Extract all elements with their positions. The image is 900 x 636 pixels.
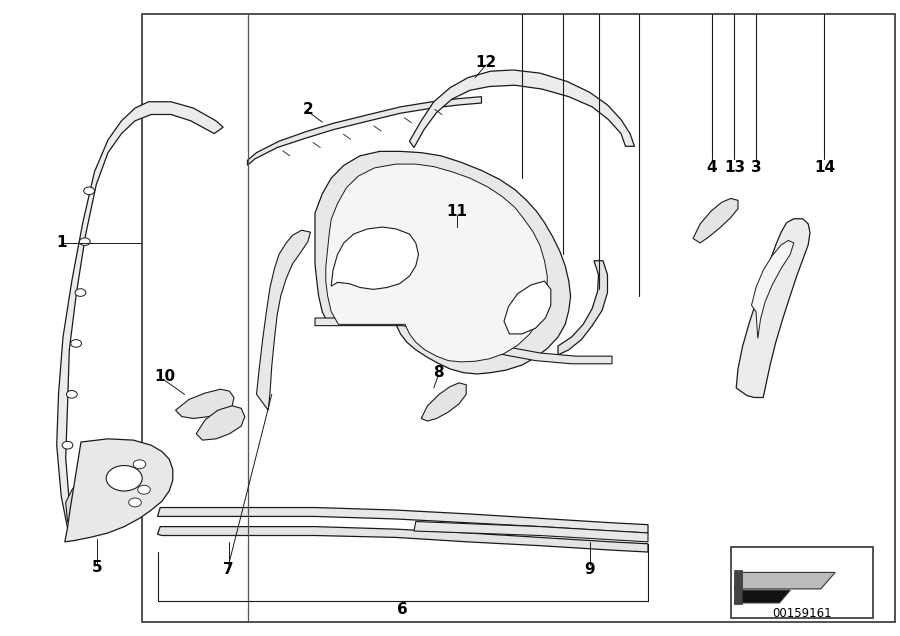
Bar bbox=[731, 547, 873, 618]
Circle shape bbox=[138, 485, 150, 494]
Polygon shape bbox=[196, 406, 245, 440]
Text: 00159161: 00159161 bbox=[772, 607, 832, 620]
Polygon shape bbox=[66, 464, 104, 522]
Text: 8: 8 bbox=[433, 364, 444, 380]
Polygon shape bbox=[158, 527, 648, 552]
Polygon shape bbox=[736, 219, 810, 398]
Polygon shape bbox=[315, 318, 612, 364]
Bar bbox=[142, 14, 895, 622]
Polygon shape bbox=[439, 169, 481, 234]
Polygon shape bbox=[256, 230, 310, 410]
Polygon shape bbox=[331, 227, 418, 289]
Circle shape bbox=[129, 498, 141, 507]
Polygon shape bbox=[176, 389, 234, 418]
Circle shape bbox=[133, 460, 146, 469]
Text: 1: 1 bbox=[56, 235, 67, 251]
Polygon shape bbox=[57, 102, 223, 528]
Text: 7: 7 bbox=[223, 562, 234, 577]
Polygon shape bbox=[734, 570, 742, 604]
Circle shape bbox=[79, 238, 90, 245]
Circle shape bbox=[62, 441, 73, 449]
Circle shape bbox=[84, 187, 94, 195]
Text: 12: 12 bbox=[475, 55, 497, 70]
Polygon shape bbox=[326, 164, 547, 362]
Circle shape bbox=[106, 466, 142, 491]
Polygon shape bbox=[734, 572, 835, 589]
Text: 2: 2 bbox=[302, 102, 313, 117]
Text: 3: 3 bbox=[751, 160, 761, 176]
Circle shape bbox=[71, 340, 82, 347]
Text: 13: 13 bbox=[724, 160, 745, 176]
Polygon shape bbox=[693, 198, 738, 243]
Text: 9: 9 bbox=[584, 562, 595, 577]
Text: 11: 11 bbox=[446, 204, 468, 219]
Polygon shape bbox=[410, 70, 634, 148]
Text: 5: 5 bbox=[92, 560, 103, 575]
Circle shape bbox=[67, 391, 77, 398]
Text: 14: 14 bbox=[814, 160, 835, 176]
Circle shape bbox=[75, 289, 86, 296]
Polygon shape bbox=[421, 383, 466, 421]
Polygon shape bbox=[158, 508, 648, 533]
Polygon shape bbox=[414, 522, 648, 542]
Polygon shape bbox=[315, 151, 571, 374]
Polygon shape bbox=[504, 281, 551, 334]
Polygon shape bbox=[558, 261, 608, 355]
Text: 10: 10 bbox=[154, 369, 176, 384]
Text: 6: 6 bbox=[397, 602, 408, 617]
Polygon shape bbox=[248, 97, 482, 165]
Polygon shape bbox=[752, 240, 794, 338]
Polygon shape bbox=[734, 590, 790, 603]
Text: 4: 4 bbox=[706, 160, 717, 176]
Polygon shape bbox=[65, 439, 173, 542]
